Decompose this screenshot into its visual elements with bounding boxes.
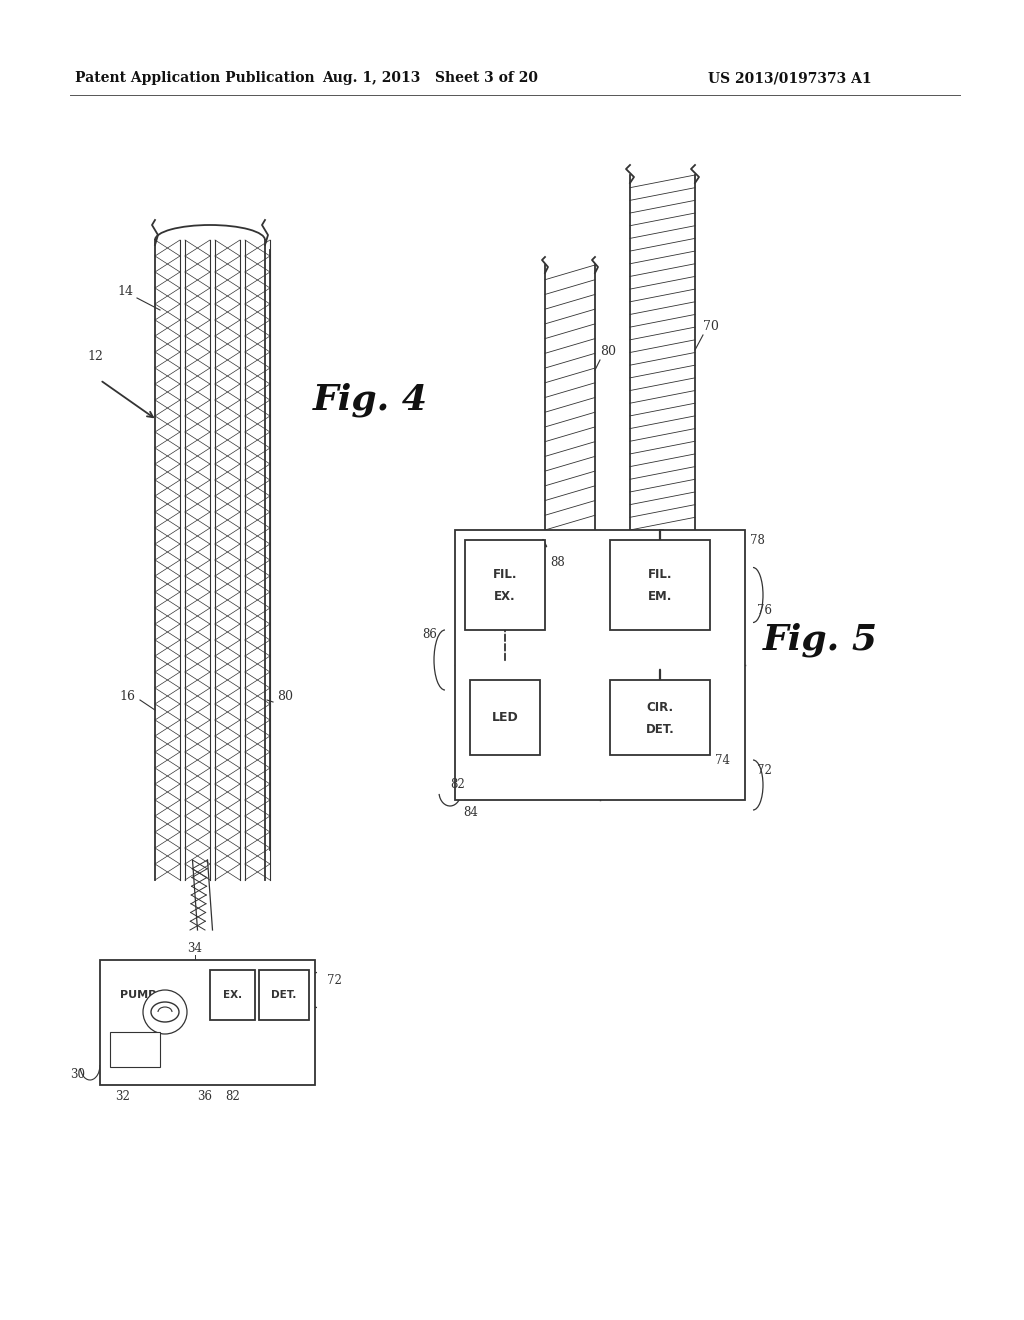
Bar bbox=[210, 970, 255, 1020]
Text: DET.: DET. bbox=[271, 990, 297, 1001]
Bar bbox=[259, 970, 309, 1020]
Bar bbox=[110, 1032, 160, 1067]
Text: 82: 82 bbox=[225, 1090, 240, 1104]
Text: US 2013/0197373 A1: US 2013/0197373 A1 bbox=[709, 71, 871, 84]
Text: 78: 78 bbox=[750, 533, 765, 546]
Text: Aug. 1, 2013   Sheet 3 of 20: Aug. 1, 2013 Sheet 3 of 20 bbox=[322, 71, 538, 84]
Text: Fig. 4: Fig. 4 bbox=[312, 383, 427, 417]
Text: 80: 80 bbox=[278, 690, 293, 704]
Text: Fig. 5: Fig. 5 bbox=[763, 623, 878, 657]
Text: 36: 36 bbox=[198, 1090, 213, 1104]
Text: DET.: DET. bbox=[645, 723, 675, 737]
Text: EM.: EM. bbox=[648, 590, 672, 603]
Text: PUMP: PUMP bbox=[120, 990, 156, 1001]
Text: 70: 70 bbox=[703, 319, 719, 333]
Text: 74: 74 bbox=[715, 754, 730, 767]
Text: Patent Application Publication: Patent Application Publication bbox=[75, 71, 314, 84]
Text: 84: 84 bbox=[463, 805, 478, 818]
Text: 16: 16 bbox=[119, 690, 135, 704]
Bar bbox=[455, 531, 745, 800]
Bar bbox=[610, 540, 710, 630]
Text: 72: 72 bbox=[327, 974, 342, 986]
Text: EX.: EX. bbox=[495, 590, 516, 603]
Text: 82: 82 bbox=[450, 779, 465, 792]
Bar bbox=[465, 540, 545, 630]
Text: FIL.: FIL. bbox=[493, 569, 517, 582]
Text: 76: 76 bbox=[757, 603, 772, 616]
Text: CIR.: CIR. bbox=[646, 701, 674, 714]
Text: 80: 80 bbox=[600, 345, 616, 358]
Text: 12: 12 bbox=[87, 350, 103, 363]
Text: EX.: EX. bbox=[223, 990, 242, 1001]
Circle shape bbox=[143, 990, 187, 1034]
Text: 14: 14 bbox=[117, 285, 133, 298]
Bar bbox=[100, 960, 315, 1085]
Text: 32: 32 bbox=[115, 1090, 130, 1104]
Text: LED: LED bbox=[492, 711, 518, 723]
Text: 86: 86 bbox=[422, 628, 437, 642]
Bar bbox=[610, 680, 710, 755]
Text: 88: 88 bbox=[550, 556, 565, 569]
Text: 34: 34 bbox=[187, 941, 203, 954]
Text: 72: 72 bbox=[757, 763, 772, 776]
Text: FIL.: FIL. bbox=[648, 569, 672, 582]
Bar bbox=[470, 680, 540, 755]
Text: 30: 30 bbox=[70, 1068, 85, 1081]
